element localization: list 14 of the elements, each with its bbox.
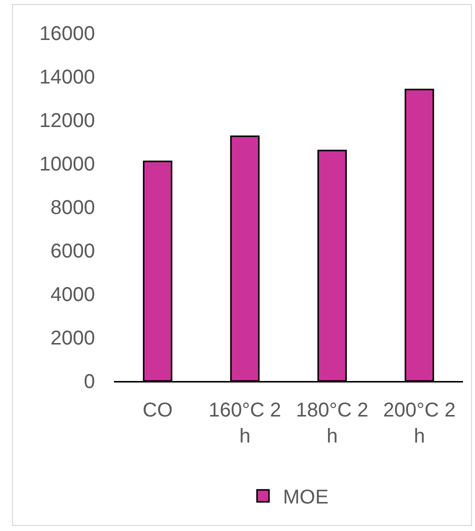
- y-tick-label: 8000: [50, 197, 95, 219]
- y-tick-label: 14000: [39, 66, 95, 88]
- y-tick-label: 4000: [50, 284, 95, 306]
- y-tick-label: 12000: [39, 110, 95, 132]
- legend-label: MOE: [283, 486, 329, 509]
- x-tick-label: 160°C 2 h: [208, 399, 282, 448]
- x-tick-label: 180°C 2 h: [296, 399, 368, 448]
- y-tick-label: 2000: [50, 328, 95, 350]
- y-tick-label: 16000: [39, 23, 95, 45]
- y-tick-label: 10000: [39, 154, 95, 176]
- x-tick-label: CO: [142, 399, 173, 422]
- y-tick-label: 6000: [50, 240, 95, 262]
- x-tick-label: 200°C 2 h: [383, 399, 456, 448]
- y-tick-label: 0: [84, 371, 95, 393]
